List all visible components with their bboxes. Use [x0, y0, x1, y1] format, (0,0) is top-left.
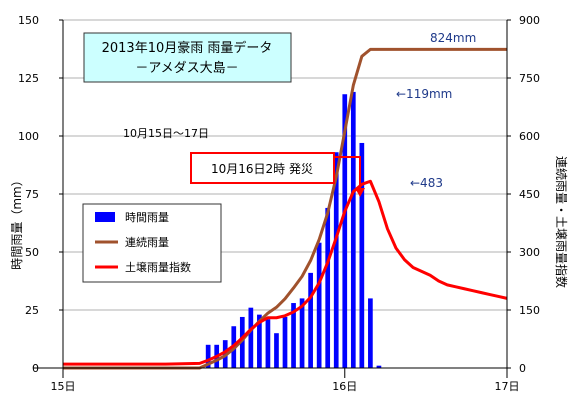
bar-hourly-rain: [333, 152, 339, 368]
y-tick-right: 900: [519, 14, 540, 27]
bar-hourly-rain: [239, 316, 245, 368]
disaster-label: 10月16日2時 発災: [211, 162, 313, 176]
y-axis-label-right: 連続雨量・土壌雨量指数: [554, 156, 569, 288]
y-tick-right: 750: [519, 72, 540, 85]
y-tick-right: 0: [519, 362, 526, 375]
y-tick-left: 150: [18, 14, 39, 27]
tick-labels: 0 25 50 75 100 125 150 0 150 300 450 600 750 900 15日 16…: [18, 14, 540, 393]
bar-hourly-rain: [257, 314, 262, 368]
y-tick-left: 125: [18, 72, 39, 85]
bar-hourly-rain: [325, 207, 331, 368]
y-tick-left: 100: [18, 130, 39, 143]
bar-hourly-rain: [376, 365, 382, 368]
annotation-119mm: ←119mm: [396, 87, 452, 101]
legend: 時間雨量 連続雨量 土壌雨量指数: [82, 203, 222, 283]
legend-label-hourly-rain: 時間雨量: [125, 211, 169, 224]
legend-label-cumulative-rain: 連続雨量: [125, 235, 169, 249]
disaster-arrow-line: [334, 156, 361, 190]
annotation-483: ←483: [410, 176, 443, 190]
bar-hourly-rain: [248, 307, 254, 368]
legend-swatch-hourly-rain: [95, 212, 115, 222]
y-tick-right: 150: [519, 304, 540, 317]
bar-hourly-rain: [299, 298, 305, 368]
y-axis-label-left: 時間雨量（mm）: [10, 174, 24, 269]
y-tick-left: 0: [32, 362, 39, 375]
y-tick-right: 450: [519, 188, 540, 201]
bar-hourly-rain: [308, 272, 313, 368]
bar-hourly-rain: [342, 94, 348, 369]
x-tick-label: 15日: [51, 380, 76, 393]
bar-hourly-rain: [316, 242, 322, 368]
bar-hourly-rain: [274, 333, 279, 368]
chart-title-line2: －アメダス大島－: [135, 61, 238, 76]
bar-hourly-rain: [350, 91, 356, 369]
line-series-layer: [63, 47, 508, 370]
line-soil-index: [63, 179, 508, 366]
bar-hourly-rain: [368, 298, 373, 368]
y-tick-left: 50: [25, 246, 39, 259]
y-tick-left: 75: [25, 188, 39, 201]
y-tick-right: 600: [519, 130, 540, 143]
line-cumulative-rain: [63, 47, 507, 370]
chart-title-line1: 2013年10月豪雨 雨量データ: [102, 40, 273, 56]
chart-title-box: 2013年10月豪雨 雨量データ －アメダス大島－: [83, 32, 292, 83]
annotation-824mm: 824mm: [430, 31, 476, 45]
bar-hourly-rain: [359, 142, 365, 368]
x-tick-label: 17日: [495, 380, 520, 393]
disaster-arrow-head: [355, 188, 365, 197]
legend-label-soil-index: 土壌雨量指数: [125, 260, 191, 274]
y-tick-right: 300: [519, 246, 540, 259]
disaster-annotation: 10月16日2時 発災: [190, 152, 365, 197]
bar-hourly-rain: [291, 303, 296, 368]
period-label: 10月15日～17日: [123, 127, 209, 140]
bar-hourly-rain: [205, 344, 211, 368]
y-tick-left: 25: [25, 304, 39, 317]
bar-hourly-rain: [282, 316, 288, 368]
bar-series-hourly-rain: [205, 91, 382, 369]
bar-hourly-rain: [265, 319, 271, 368]
x-tick-label: 16日: [332, 380, 357, 393]
